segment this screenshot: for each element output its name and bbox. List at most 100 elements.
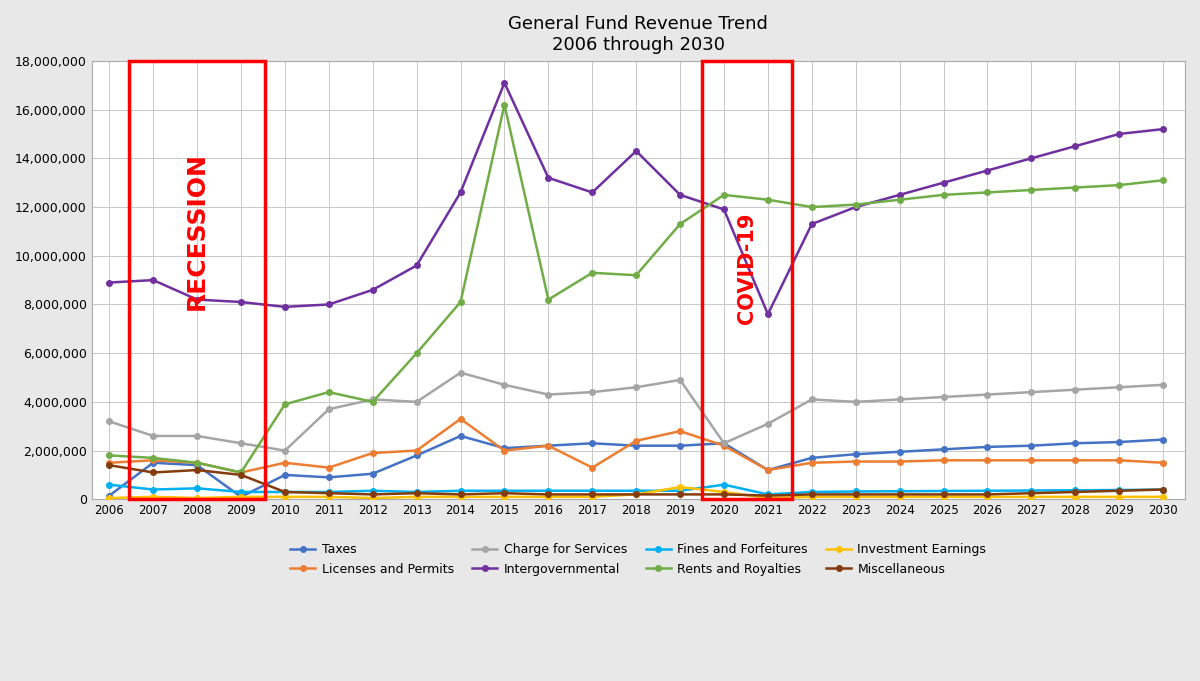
Charge for Services [1068, 385, 1082, 394]
Investment Earnings [102, 494, 116, 502]
Fines and Forfeitures [1156, 486, 1170, 494]
Charge for Services [848, 398, 863, 406]
Charge for Services [366, 396, 380, 404]
Licenses and Permits [936, 456, 950, 464]
Investment Earnings [234, 493, 248, 501]
Rents and Royalties [629, 271, 643, 279]
Miscellaneous [936, 490, 950, 498]
Fines and Forfeitures [804, 488, 818, 496]
Text: COVID-19: COVID-19 [737, 212, 757, 323]
Investment Earnings [1112, 493, 1127, 501]
Fines and Forfeitures [454, 487, 468, 495]
Taxes [716, 439, 731, 447]
Charge for Services [277, 447, 292, 455]
Taxes [804, 454, 818, 462]
Fines and Forfeitures [1112, 486, 1127, 494]
Investment Earnings [366, 494, 380, 502]
Miscellaneous [234, 471, 248, 479]
Licenses and Permits [848, 458, 863, 466]
Miscellaneous [409, 489, 424, 497]
Intergovernmental [586, 189, 600, 197]
Taxes [936, 445, 950, 454]
Line: Fines and Forfeitures: Fines and Forfeitures [107, 482, 1166, 497]
Fines and Forfeitures [322, 488, 336, 496]
Taxes [893, 447, 907, 456]
Licenses and Permits [146, 456, 161, 464]
Fines and Forfeitures [366, 487, 380, 495]
Intergovernmental [1156, 125, 1170, 133]
Rents and Royalties [322, 388, 336, 396]
Charge for Services [893, 396, 907, 404]
Charge for Services [190, 432, 204, 440]
Fines and Forfeitures [716, 481, 731, 489]
Miscellaneous [1024, 489, 1038, 497]
Miscellaneous [1068, 488, 1082, 496]
Licenses and Permits [409, 447, 424, 455]
Rents and Royalties [1068, 183, 1082, 191]
Investment Earnings [1068, 493, 1082, 501]
Charge for Services [629, 383, 643, 392]
Miscellaneous [454, 490, 468, 498]
Investment Earnings [322, 493, 336, 501]
Investment Earnings [541, 493, 556, 501]
Miscellaneous [716, 490, 731, 498]
Rents and Royalties [586, 269, 600, 277]
Investment Earnings [190, 494, 204, 502]
Fines and Forfeitures [541, 487, 556, 495]
Licenses and Permits [1112, 456, 1127, 464]
Taxes [102, 492, 116, 500]
Rents and Royalties [366, 398, 380, 406]
Charge for Services [1156, 381, 1170, 389]
Investment Earnings [893, 493, 907, 501]
Taxes [980, 443, 995, 451]
Rents and Royalties [497, 101, 511, 109]
Charge for Services [322, 405, 336, 413]
Charge for Services [1112, 383, 1127, 392]
Taxes [629, 441, 643, 449]
Miscellaneous [893, 490, 907, 498]
Investment Earnings [761, 494, 775, 502]
Fines and Forfeitures [980, 487, 995, 495]
Taxes [673, 441, 688, 449]
Rents and Royalties [1024, 186, 1038, 194]
Licenses and Permits [102, 459, 116, 467]
Charge for Services [454, 368, 468, 377]
Intergovernmental [761, 310, 775, 318]
Miscellaneous [848, 490, 863, 498]
Taxes [277, 471, 292, 479]
Rents and Royalties [190, 459, 204, 467]
Intergovernmental [277, 303, 292, 311]
Intergovernmental [716, 206, 731, 214]
Miscellaneous [277, 488, 292, 496]
Taxes [1112, 438, 1127, 446]
Miscellaneous [102, 461, 116, 469]
Licenses and Permits [541, 441, 556, 449]
Intergovernmental [234, 298, 248, 306]
Charge for Services [146, 432, 161, 440]
Investment Earnings [586, 493, 600, 501]
Investment Earnings [716, 488, 731, 496]
Fines and Forfeitures [277, 488, 292, 496]
Licenses and Permits [454, 415, 468, 423]
Taxes [322, 473, 336, 481]
Fines and Forfeitures [761, 490, 775, 498]
Charge for Services [936, 393, 950, 401]
Miscellaneous [1156, 486, 1170, 494]
Charge for Services [586, 388, 600, 396]
Licenses and Permits [190, 459, 204, 467]
Investment Earnings [1024, 493, 1038, 501]
Rents and Royalties [761, 195, 775, 204]
Taxes [234, 493, 248, 501]
Investment Earnings [936, 493, 950, 501]
Rents and Royalties [541, 296, 556, 304]
Rents and Royalties [980, 189, 995, 197]
Intergovernmental [146, 276, 161, 284]
Rents and Royalties [673, 220, 688, 228]
Rents and Royalties [454, 298, 468, 306]
Rents and Royalties [1156, 176, 1170, 185]
Rents and Royalties [848, 200, 863, 208]
Licenses and Permits [1156, 459, 1170, 467]
Charge for Services [716, 439, 731, 447]
Intergovernmental [497, 79, 511, 87]
Miscellaneous [804, 490, 818, 498]
